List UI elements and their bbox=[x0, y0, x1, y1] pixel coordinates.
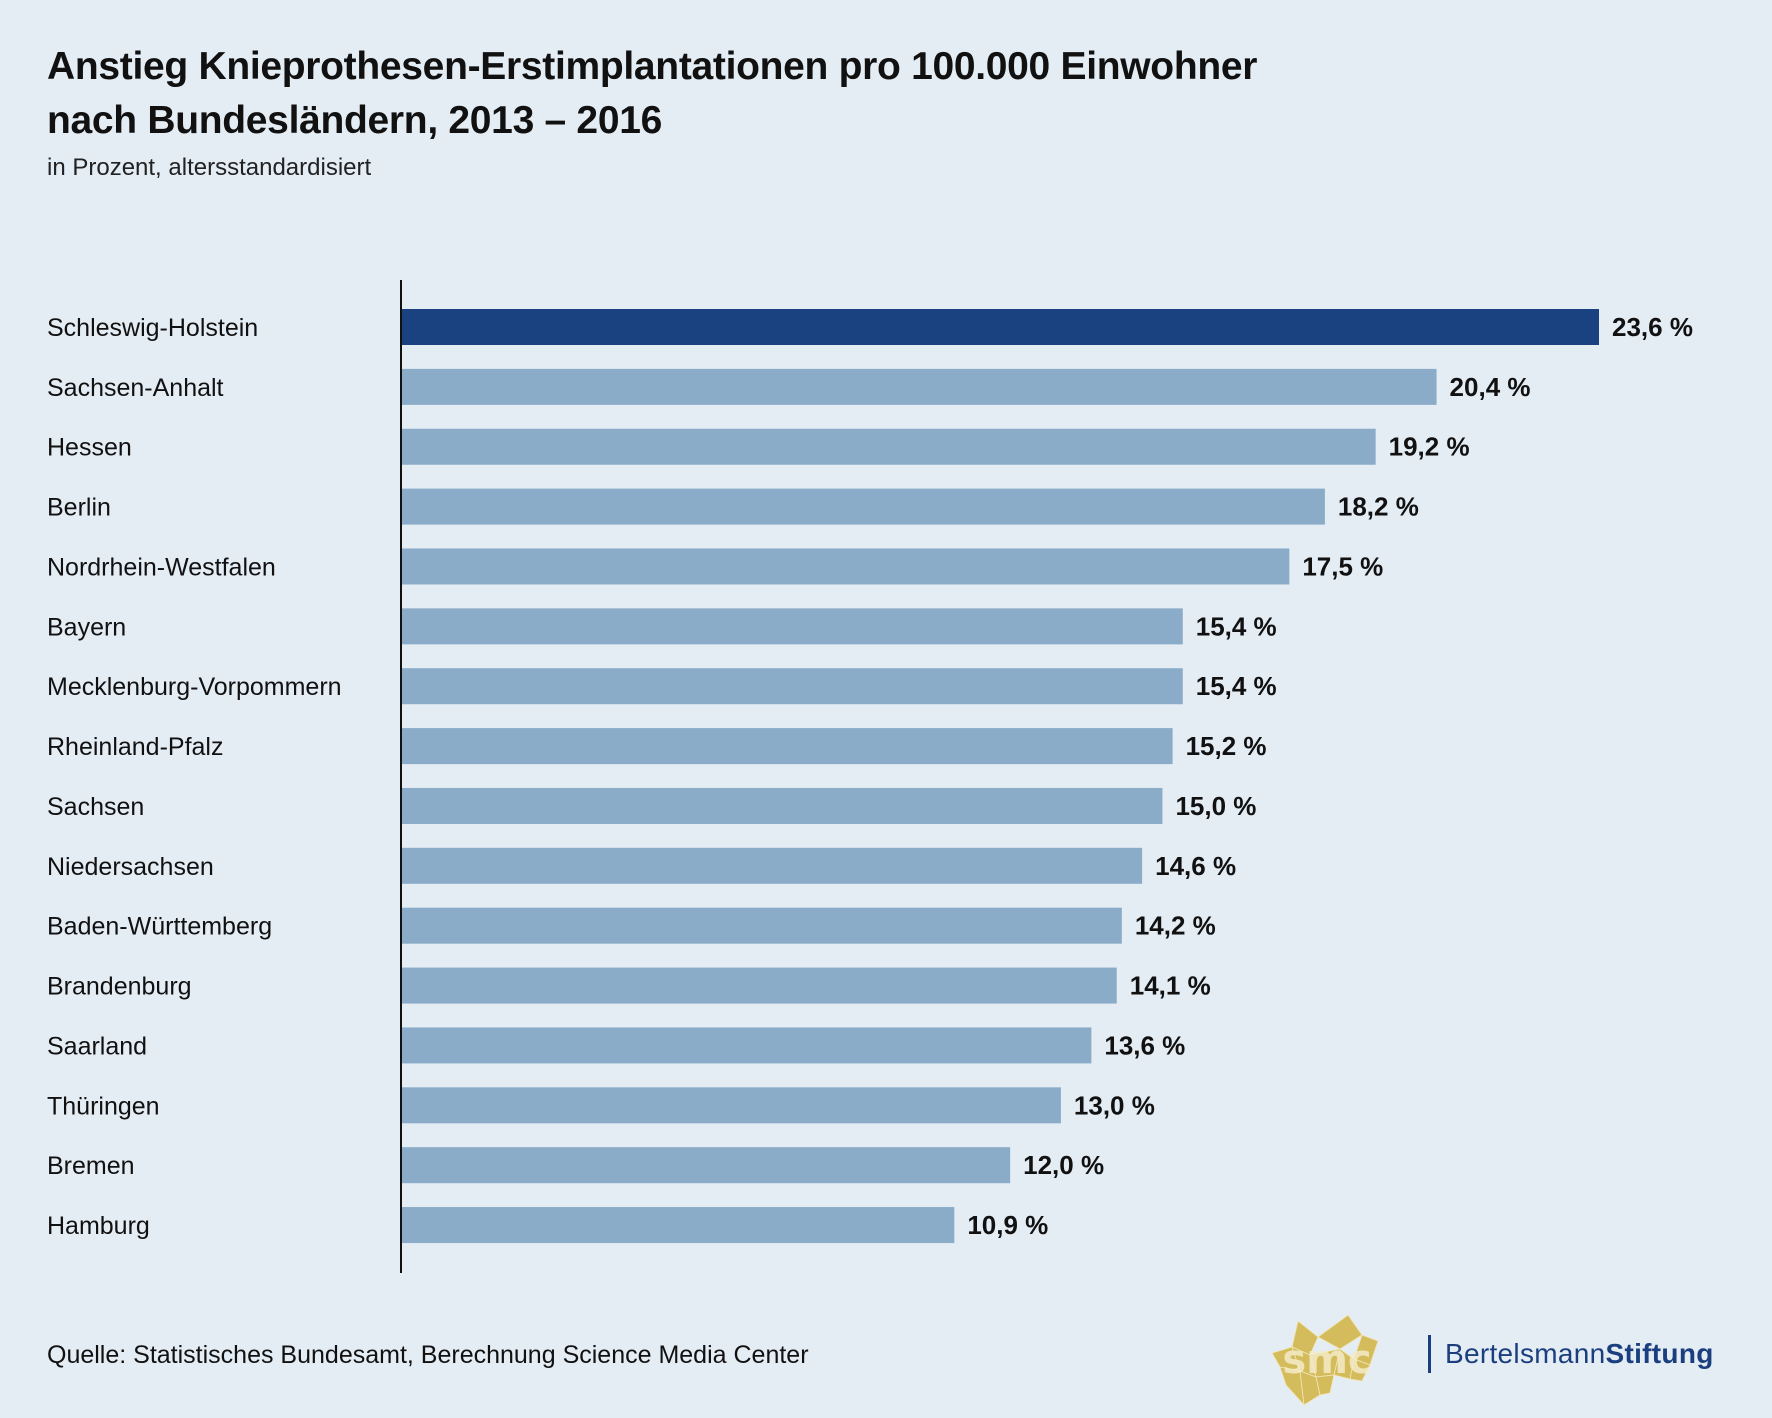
category-label: Nordrhein-Westfalen bbox=[47, 553, 276, 581]
bertelsmann-logo: BertelsmannStiftung bbox=[1428, 1334, 1714, 1374]
value-label: 23,6 % bbox=[1612, 312, 1693, 342]
category-label: Bayern bbox=[47, 613, 126, 641]
value-label: 15,4 % bbox=[1196, 671, 1277, 701]
category-label: Thüringen bbox=[47, 1092, 160, 1120]
bar bbox=[401, 1027, 1092, 1064]
bar bbox=[401, 1207, 955, 1244]
bertelsmann-logo-text: BertelsmannStiftung bbox=[1445, 1338, 1714, 1370]
bertelsmann-logo-bold: Stiftung bbox=[1605, 1338, 1714, 1369]
value-label: 14,6 % bbox=[1155, 851, 1236, 881]
category-label: Baden-Württemberg bbox=[47, 913, 272, 941]
category-label: Hessen bbox=[47, 434, 132, 462]
category-label: Mecklenburg-Vorpommern bbox=[47, 673, 342, 701]
category-label: Berlin bbox=[47, 494, 111, 522]
category-label: Saarland bbox=[47, 1032, 147, 1060]
source-note: Quelle: Statistisches Bundesamt, Berechn… bbox=[47, 1341, 809, 1369]
category-label: Sachsen bbox=[47, 793, 144, 821]
category-label: Schleswig-Holstein bbox=[47, 314, 258, 342]
value-label: 10,9 % bbox=[967, 1210, 1048, 1240]
value-label: 17,5 % bbox=[1302, 551, 1383, 581]
category-label: Niedersachsen bbox=[47, 853, 214, 881]
value-label: 13,0 % bbox=[1074, 1090, 1155, 1120]
value-label: 12,0 % bbox=[1023, 1150, 1104, 1180]
value-label: 14,1 % bbox=[1130, 971, 1211, 1001]
value-label: 20,4 % bbox=[1450, 372, 1531, 402]
bars-group bbox=[401, 309, 1599, 1244]
value-labels-group: 23,6 % 20,4 % 19,2 % 18,2 % 17,5 % 15,4 % 15,4… bbox=[967, 312, 1693, 1240]
bar bbox=[401, 428, 1376, 465]
chart-title-line-1: Anstieg Knieprothesen-Erstimplantationen… bbox=[47, 45, 1258, 88]
value-label: 15,2 % bbox=[1186, 731, 1267, 761]
value-label: 13,6 % bbox=[1104, 1030, 1185, 1060]
value-label: 15,4 % bbox=[1196, 611, 1277, 641]
smc-logo-icon: smc bbox=[1271, 1315, 1379, 1407]
category-label: Rheinland-Pfalz bbox=[47, 733, 224, 761]
category-label: Hamburg bbox=[47, 1212, 150, 1240]
bertelsmann-logo-divider bbox=[1428, 1335, 1431, 1373]
chart-title: Anstieg Knieprothesen-Erstimplantationen… bbox=[47, 40, 1447, 148]
bar bbox=[401, 728, 1173, 765]
bar bbox=[401, 668, 1183, 705]
smc-logo-text: smc bbox=[1282, 1337, 1371, 1383]
bar bbox=[401, 368, 1437, 405]
value-label: 18,2 % bbox=[1338, 492, 1419, 522]
bar bbox=[401, 787, 1163, 824]
category-labels-group: Schleswig-Holstein Sachsen-Anhalt Hessen Be… bbox=[47, 314, 342, 1240]
category-label: Bremen bbox=[47, 1152, 135, 1180]
bar bbox=[401, 608, 1183, 645]
category-label: Sachsen-Anhalt bbox=[47, 374, 224, 402]
bertelsmann-logo-regular: Bertelsmann bbox=[1445, 1338, 1606, 1369]
bar bbox=[401, 847, 1143, 884]
bar bbox=[401, 548, 1290, 585]
value-label: 14,2 % bbox=[1135, 911, 1216, 941]
bar bbox=[401, 488, 1325, 525]
value-label: 19,2 % bbox=[1389, 432, 1470, 462]
category-label: Brandenburg bbox=[47, 973, 192, 1001]
bar bbox=[401, 967, 1117, 1004]
bar bbox=[401, 1087, 1061, 1124]
chart-title-line-2: nach Bundesländern, 2013 – 2016 bbox=[47, 99, 662, 142]
bar bbox=[401, 309, 1599, 345]
chart-subtitle: in Prozent, altersstandardisiert bbox=[47, 154, 372, 181]
bar bbox=[401, 1147, 1011, 1184]
bar bbox=[401, 907, 1122, 944]
value-label: 15,0 % bbox=[1175, 791, 1256, 821]
